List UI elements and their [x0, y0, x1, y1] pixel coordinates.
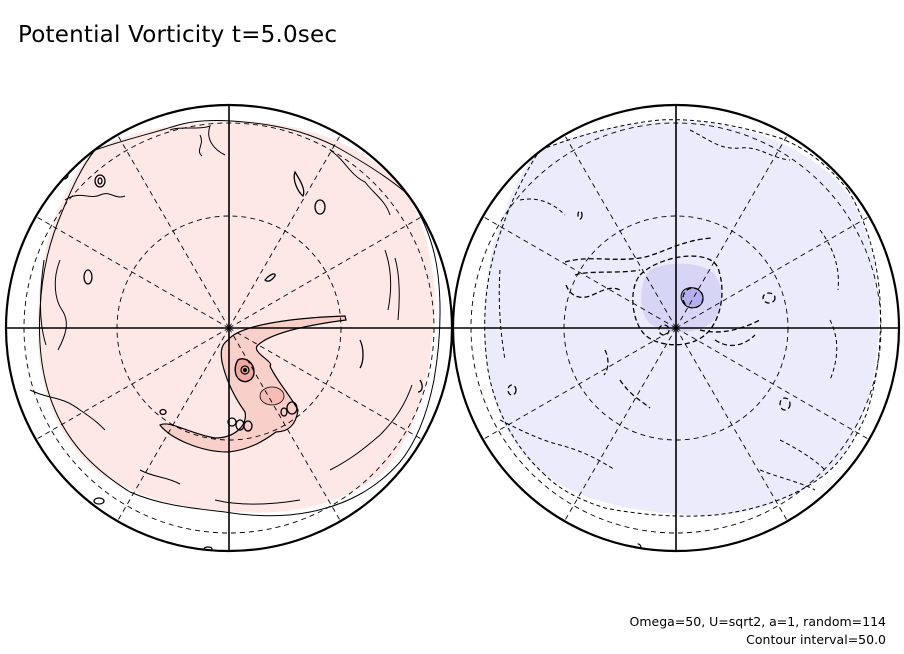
south-contour-wave-a: [689, 129, 791, 161]
south-eddy-g: [577, 210, 583, 220]
south-contour-wave-b: [819, 229, 839, 381]
south-contour-wave-e: [498, 198, 566, 361]
north-pv-fill: [37, 120, 435, 513]
north-contour-wave-d: [40, 259, 67, 351]
south-contour-arm: [564, 237, 713, 263]
north-filament-a: [293, 170, 305, 198]
north-filament-c: [359, 339, 364, 369]
north-meridian-300: [35, 216, 230, 329]
south-meridian-150: [675, 327, 788, 522]
south-eddy-b: [762, 292, 776, 304]
south-contour-rim-top: [539, 119, 849, 191]
north-eddy-f: [159, 408, 167, 416]
south-contour-core: [632, 255, 723, 346]
south-disk-border: [451, 103, 901, 553]
north-eddy-j: [97, 177, 103, 185]
plot-title: Potential Vorticity t=5.0sec: [18, 22, 338, 48]
north-eddy-c: [227, 417, 237, 427]
north-meridian-60: [228, 216, 423, 329]
north-meridian-240: [35, 327, 230, 440]
parameters-note: Omega=50, U=sqrt2, a=1, random=114: [629, 614, 886, 629]
north-contour-wave-g: [329, 384, 413, 471]
north-eddy-h: [314, 199, 326, 215]
north-contour-rim-bottom: [129, 461, 401, 517]
north-pv-core: [240, 365, 250, 375]
south-eddy-e: [658, 324, 670, 336]
south-meridian-120: [675, 327, 870, 440]
south-contour-east: [699, 319, 761, 347]
north-eddy-l: [93, 497, 105, 505]
south-contour-rim-right: [827, 189, 881, 473]
south-eddy-a: [682, 287, 704, 309]
south-pv-peak: [680, 287, 704, 309]
north-meridian-30: [228, 134, 341, 329]
south-meridian-30: [675, 134, 788, 329]
south-meridian-210: [564, 327, 677, 522]
north-eddy-g: [83, 269, 93, 285]
south-hemisphere-map: [451, 103, 901, 553]
south-meridian-240: [482, 327, 677, 440]
south-meridian-60: [675, 216, 870, 329]
south-eddy-d: [507, 384, 517, 396]
north-contour-wave-a: [169, 125, 226, 157]
south-meridian-300: [482, 216, 677, 329]
north-meridian-150: [228, 327, 341, 522]
north-meridian-210: [117, 327, 230, 522]
south-contour-west: [565, 284, 621, 299]
north-hemisphere-map: [4, 103, 454, 553]
north-eddy-b: [280, 407, 288, 417]
south-contour-arm-b: [574, 269, 641, 276]
north-contour-wave-f: [139, 469, 301, 505]
south-contour-south: [603, 349, 651, 409]
north-meridian-120: [228, 327, 423, 440]
north-filament-b: [264, 273, 276, 282]
south-contour-wave-d: [759, 439, 826, 491]
south-contour-rim-left: [484, 149, 546, 476]
south-eddy-c: [779, 397, 791, 411]
south-meridian-330: [564, 134, 677, 329]
north-contour-wave-h: [64, 193, 126, 201]
contour-interval-note: Contour interval=50.0: [746, 632, 886, 647]
north-meridian-330: [117, 134, 230, 329]
north-eddy-a: [286, 401, 298, 415]
north-contour-wave-c: [384, 249, 400, 321]
north-contour-rim-top: [94, 120, 406, 193]
north-eddy-i: [94, 174, 106, 188]
north-contour-wave-b: [329, 149, 391, 216]
north-filament-d: [417, 379, 423, 393]
north-contour-wave-e: [29, 389, 106, 431]
north-eddy-e: [243, 420, 253, 432]
north-pv-core-inner: [243, 368, 247, 372]
